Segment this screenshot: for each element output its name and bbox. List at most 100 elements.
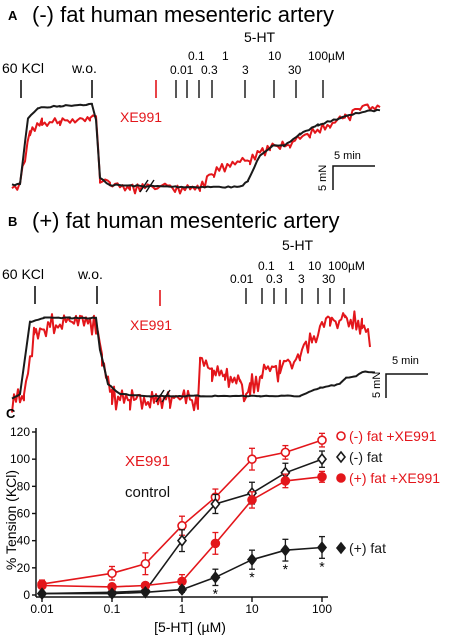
chart-y-label: % Tension (KCl)	[3, 470, 19, 570]
chart-significance: * * * *	[213, 558, 326, 601]
series-2	[37, 470, 327, 592]
series-line	[41, 476, 323, 588]
series-3	[36, 535, 328, 600]
legend-label: (+) fat +XE991	[349, 470, 440, 486]
dose-label: 0.01	[170, 63, 194, 77]
x-tick-label: 10	[245, 602, 259, 616]
y-tick-label: 60	[17, 507, 31, 521]
dose-label: 100µM	[328, 259, 365, 273]
legend-label: (+) fat	[349, 540, 386, 556]
panel-b-agonist-label: 5-HT	[282, 237, 314, 253]
data-point	[210, 571, 221, 584]
dose-label: 3	[298, 272, 305, 286]
data-point	[140, 558, 151, 569]
dose-label: 10	[268, 49, 282, 63]
panel-c-letter: C	[6, 406, 16, 421]
panel-a-agonist-label: 5-HT	[244, 29, 276, 45]
data-point	[210, 497, 221, 511]
panel-b-scale-force: 5 mN	[371, 372, 383, 398]
panel-a-title: (-) fat human mesenteric artery	[32, 2, 334, 27]
panel-b-letter: B	[8, 214, 17, 229]
dose-label: 10	[308, 259, 322, 273]
panel-b-scale-bar: 5 min 5 mN	[371, 355, 428, 398]
panel-b-title: (+) fat human mesenteric artery	[32, 208, 340, 233]
legend-marker	[335, 450, 347, 464]
data-point	[247, 454, 257, 464]
y-tick-label: 80	[17, 479, 31, 493]
panel-a-scale-bar: 5 min 5 mN	[317, 150, 375, 191]
panel-a: A (-) fat human mesenteric artery 5-HT 6…	[2, 2, 381, 195]
data-point	[246, 553, 258, 566]
dose-label: 30	[288, 63, 302, 77]
panel-a-axis-break	[139, 179, 155, 193]
significance-star: *	[283, 561, 289, 577]
data-point	[280, 476, 291, 486]
panel-b-trace-xe991	[11, 310, 371, 413]
chart-series-group	[36, 432, 328, 600]
panel-a-kcl-label: 60 KCl	[2, 60, 44, 76]
data-point	[247, 495, 257, 505]
x-tick-label: 1	[179, 602, 186, 616]
dose-label: 0.3	[266, 272, 283, 286]
data-point	[106, 587, 118, 600]
panel-b-drug-label: XE991	[130, 317, 172, 333]
data-point	[210, 538, 221, 549]
dose-label: 3	[242, 63, 249, 77]
dose-label: 0.1	[258, 259, 275, 273]
panel-a-scale-time: 5 min	[334, 150, 361, 162]
dose-label: 0.3	[201, 63, 218, 77]
panel-a-scale-force: 5 mN	[317, 165, 329, 191]
legend-label: (-) fat +XE991	[349, 428, 437, 444]
panel-a-drug-label: XE991	[120, 109, 162, 125]
dose-label: 0.1	[188, 49, 205, 63]
panel-c: C 0 20 40 60 80 100 120 0.01 0.1 1 10 100 % Tensio…	[3, 406, 440, 635]
data-point	[317, 435, 327, 445]
panel-b-axis-break	[155, 389, 171, 403]
dose-label: 100µM	[308, 49, 345, 63]
chart-annotation-control: control	[125, 484, 170, 501]
chart-annotation-drug: XE991	[125, 453, 170, 470]
chart-x-ticks: 0.01 0.1 1 10 100	[30, 597, 332, 616]
data-point	[280, 447, 291, 458]
x-tick-label: 100	[312, 602, 332, 616]
panel-b-scale-time: 5 min	[392, 355, 419, 367]
data-point	[316, 541, 328, 554]
data-point	[176, 534, 188, 547]
x-tick-label: 0.01	[30, 602, 54, 616]
data-point	[140, 586, 151, 599]
series-line	[42, 546, 323, 595]
chart-legend: (-) fat +XE991 (-) fat (+) fat +XE991 (+) f…	[335, 428, 440, 556]
panel-a-wo-label: w.o.	[71, 60, 97, 76]
y-tick-label: 20	[17, 561, 31, 575]
dose-label: 1	[288, 259, 295, 273]
series-0	[37, 432, 327, 589]
panel-b: B (+) fat human mesenteric artery 5-HT 6…	[2, 208, 428, 413]
legend-marker	[336, 431, 346, 441]
chart-x-label: [5-HT] (µM)	[154, 619, 226, 635]
panel-b-trace-control	[11, 316, 376, 400]
data-point	[317, 472, 327, 482]
y-tick-label: 40	[17, 534, 31, 548]
panel-b-wo-label: w.o.	[77, 266, 103, 282]
data-point	[316, 452, 328, 466]
significance-star: *	[249, 569, 255, 585]
legend-marker	[336, 473, 346, 483]
dose-label: 1	[222, 49, 229, 63]
data-point	[36, 587, 48, 600]
chart-y-ticks: 0 20 40 60 80 100 120	[10, 425, 36, 602]
legend-label: (-) fat	[349, 449, 383, 465]
panel-a-dose-markers: 0.010.10.3 13 10 30 100µM	[170, 49, 345, 98]
panel-a-trace-control	[11, 102, 381, 189]
series-line	[41, 458, 323, 595]
legend-marker	[335, 541, 347, 555]
y-tick-label: 0	[23, 588, 30, 602]
dose-label: 30	[322, 272, 336, 286]
panel-b-kcl-label: 60 KCl	[2, 266, 44, 282]
y-tick-label: 100	[10, 452, 30, 466]
significance-star: *	[319, 558, 325, 574]
x-tick-label: 0.1	[104, 602, 121, 616]
y-tick-label: 120	[10, 425, 30, 439]
dose-label: 0.01	[230, 272, 254, 286]
significance-star: *	[213, 585, 219, 601]
